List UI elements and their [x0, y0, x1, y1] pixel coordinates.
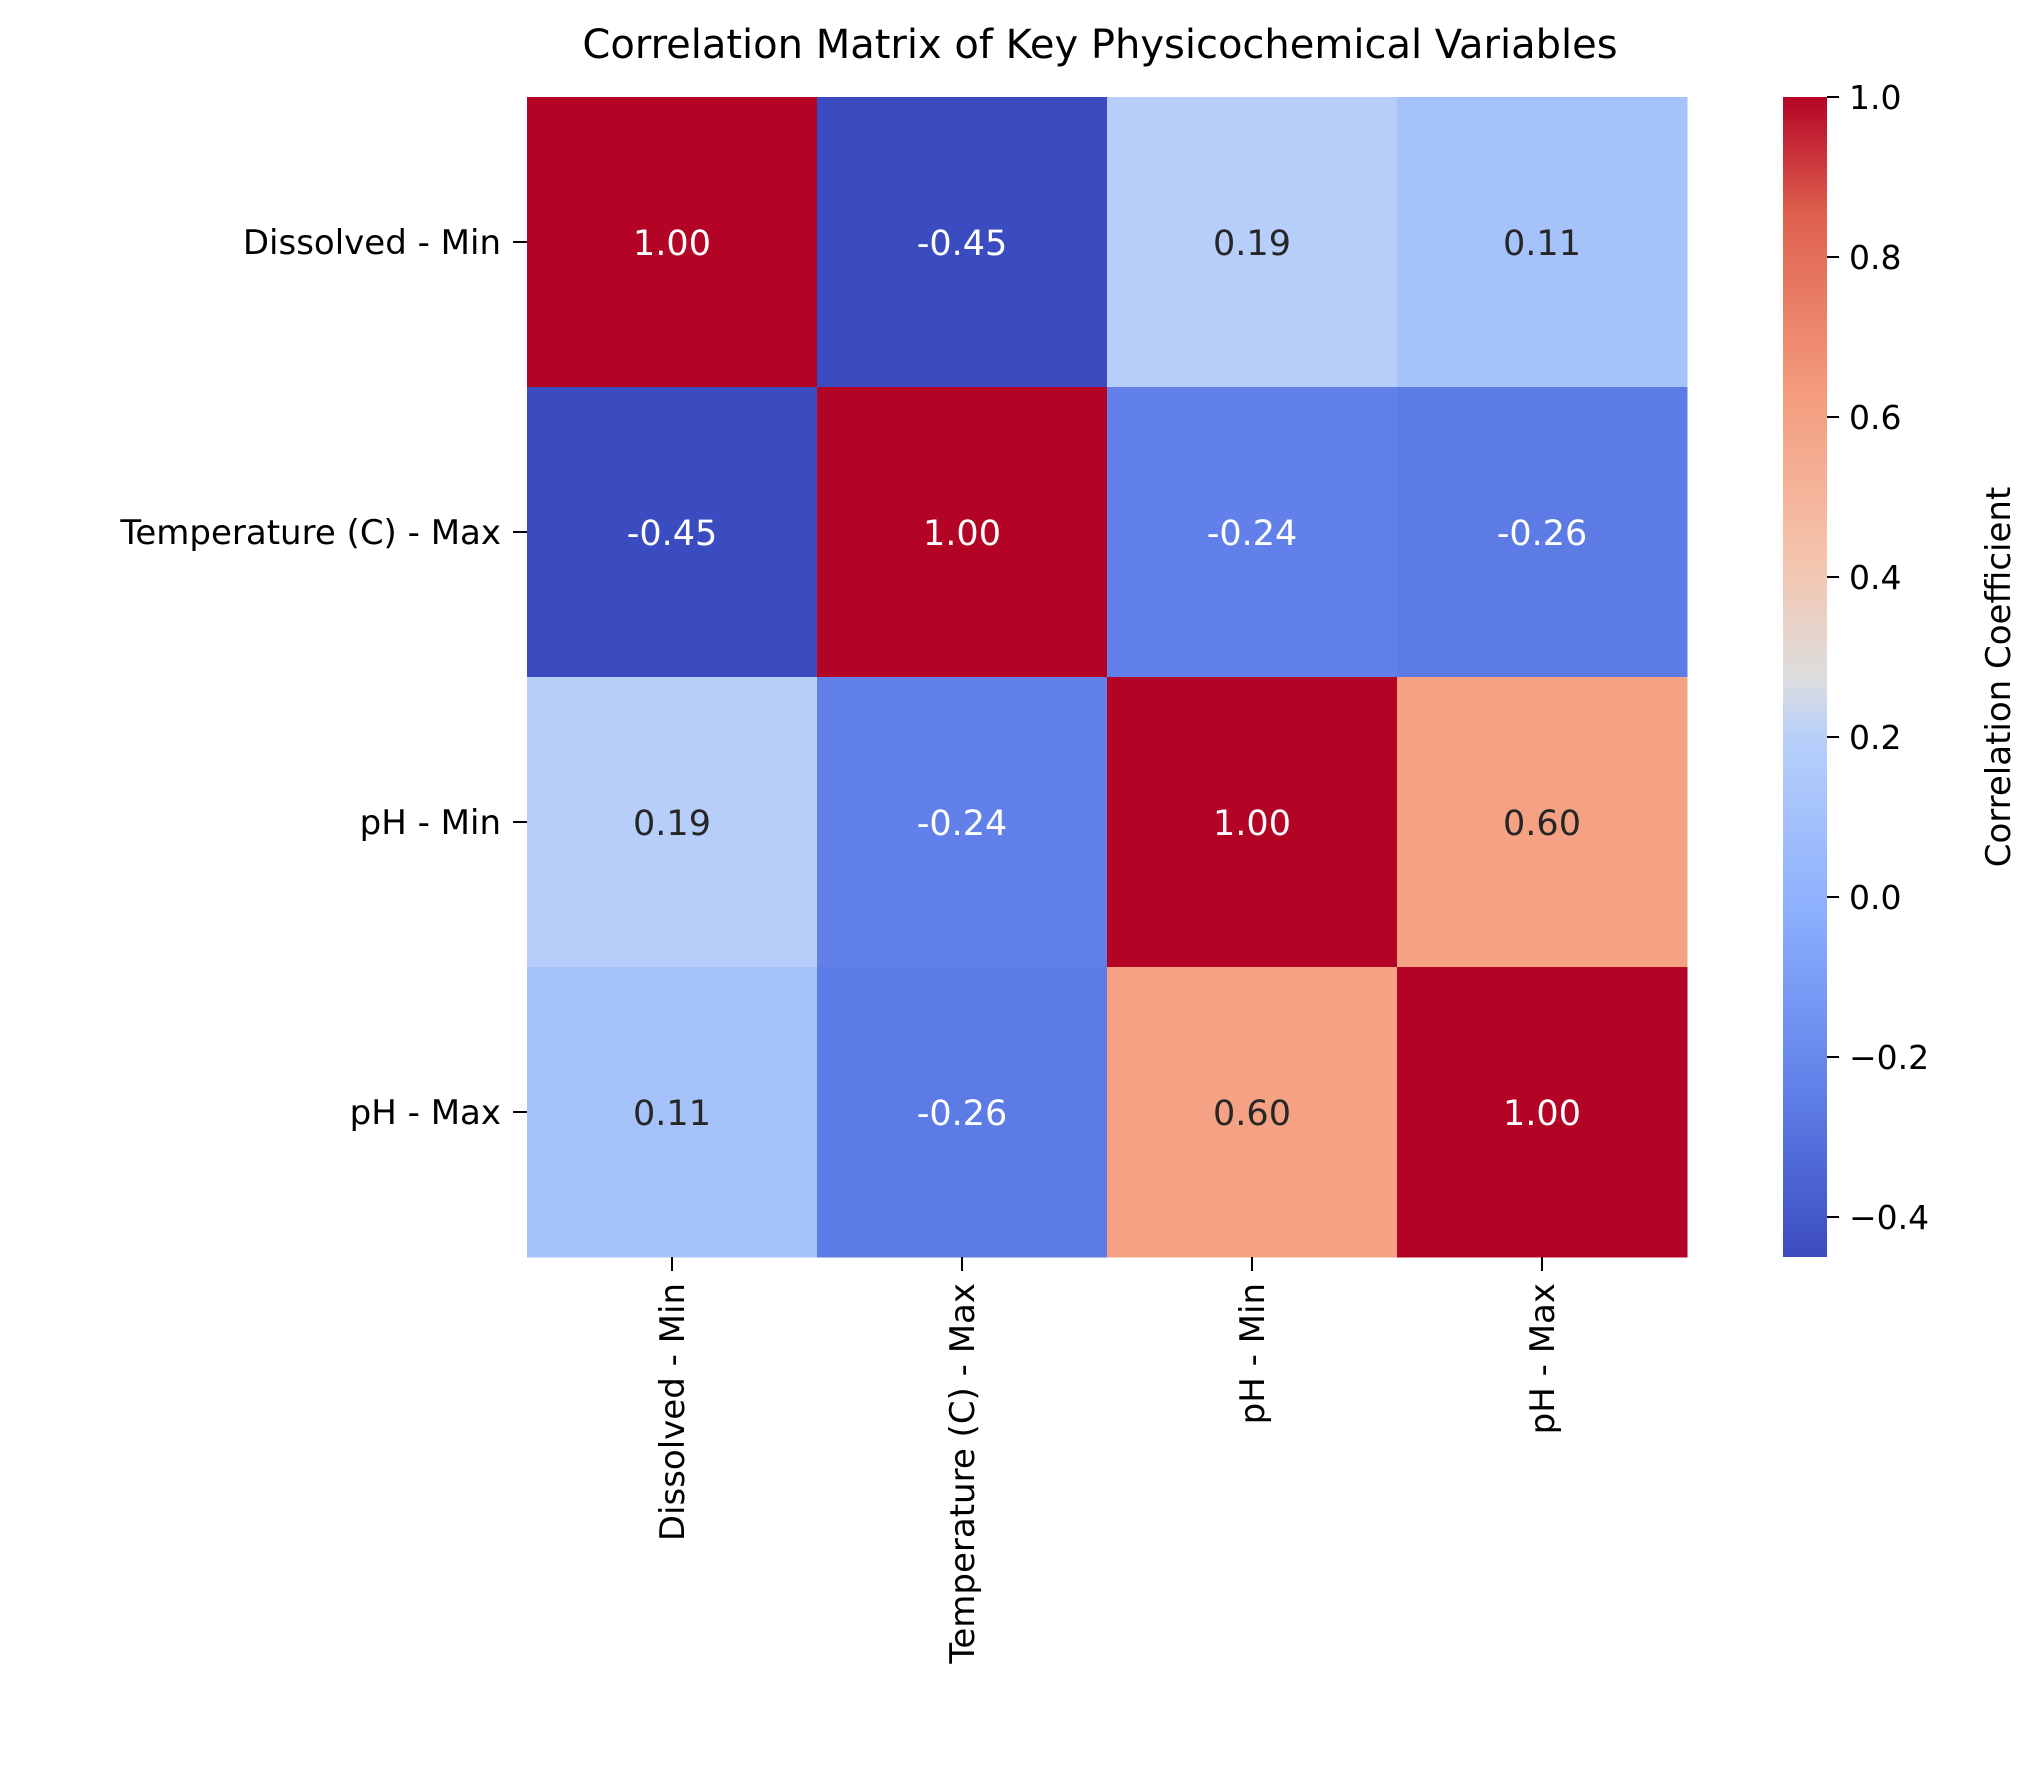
colorbar-tick-label: 0.6 [1849, 398, 1901, 437]
heatmap-cell [527, 97, 818, 388]
x-tick-label: pH - Min [1233, 1283, 1273, 1424]
cell-value-label: 1.00 [1213, 804, 1291, 844]
cell-value-label: 1.00 [1503, 1094, 1581, 1134]
cell-value-label: 1.00 [923, 514, 1001, 554]
y-tick-label: pH - Min [360, 803, 501, 843]
cell-value-label: -0.24 [1207, 514, 1298, 554]
cell-value-label: -0.24 [917, 804, 1008, 844]
heatmap-cell [817, 677, 1108, 968]
y-tick-label: pH - Max [350, 1093, 501, 1133]
cell-value-label: -0.26 [1497, 514, 1588, 554]
cell-value-label: 0.60 [1503, 804, 1581, 844]
colorbar-tick-label: 0.0 [1849, 878, 1901, 917]
heatmap-cell [1397, 967, 1688, 1258]
colorbar-ticks: 1.0 0.8 0.6 0.4 0.2 0.0 −0.2 −0.4 [1827, 78, 1929, 1237]
x-tick-label: pH - Max [1523, 1283, 1563, 1434]
heatmap-cells: 1.00 -0.45 0.19 0.11 -0.45 1.00 -0.24 -0.26 0.19… [527, 97, 1688, 1258]
cell-value-label: 0.19 [1213, 224, 1291, 264]
y-tick-label: Dissolved - Min [243, 223, 501, 263]
heatmap-cell [527, 967, 818, 1258]
x-axis: Dissolved - Min Temperature (C) - Max pH -… [653, 1257, 1563, 1665]
colorbar-tick-label: 0.2 [1849, 718, 1901, 757]
colorbar-gradient [1783, 97, 1827, 1257]
cell-value-label: 0.11 [1503, 224, 1581, 264]
heatmap-cell [527, 387, 818, 678]
cell-value-label: -0.45 [917, 224, 1008, 264]
heatmap-cell [1107, 967, 1398, 1258]
heatmap-cell [817, 387, 1108, 678]
heatmap-cell [817, 97, 1108, 388]
heatmap-cell [527, 677, 818, 968]
cell-value-label: -0.45 [627, 514, 718, 554]
colorbar-tick-label: −0.4 [1849, 1198, 1929, 1237]
colorbar-tick-label: −0.2 [1849, 1038, 1929, 1077]
x-tick-label: Dissolved - Min [653, 1283, 693, 1541]
colorbar-tick-label: 0.4 [1849, 558, 1901, 597]
heatmap-cell [1397, 97, 1688, 388]
cell-value-label: 0.60 [1213, 1094, 1291, 1134]
cell-value-label: 1.00 [633, 224, 711, 264]
y-axis: Dissolved - Min Temperature (C) - Max pH -… [119, 223, 527, 1133]
colorbar-label: Correlation Coefficient [1979, 487, 2019, 868]
cell-value-label: -0.26 [917, 1094, 1008, 1134]
heatmap-cell [1397, 677, 1688, 968]
colorbar-tick-label: 0.8 [1849, 238, 1901, 277]
heatmap-cell [1107, 387, 1398, 678]
heatmap-cell [1397, 387, 1688, 678]
x-tick-label: Temperature (C) - Max [943, 1283, 983, 1665]
colorbar-tick-label: 1.0 [1849, 78, 1901, 117]
chart-title: Correlation Matrix of Key Physicochemica… [582, 22, 1617, 68]
cell-value-label: 0.19 [633, 804, 711, 844]
cell-value-label: 0.11 [633, 1094, 711, 1134]
heatmap-cell [1107, 97, 1398, 388]
y-tick-label: Temperature (C) - Max [119, 513, 501, 553]
heatmap-cell [1107, 677, 1398, 968]
heatmap-cell [817, 967, 1108, 1258]
colorbar: 1.0 0.8 0.6 0.4 0.2 0.0 −0.2 −0.4 Correlation C… [1783, 78, 2019, 1257]
